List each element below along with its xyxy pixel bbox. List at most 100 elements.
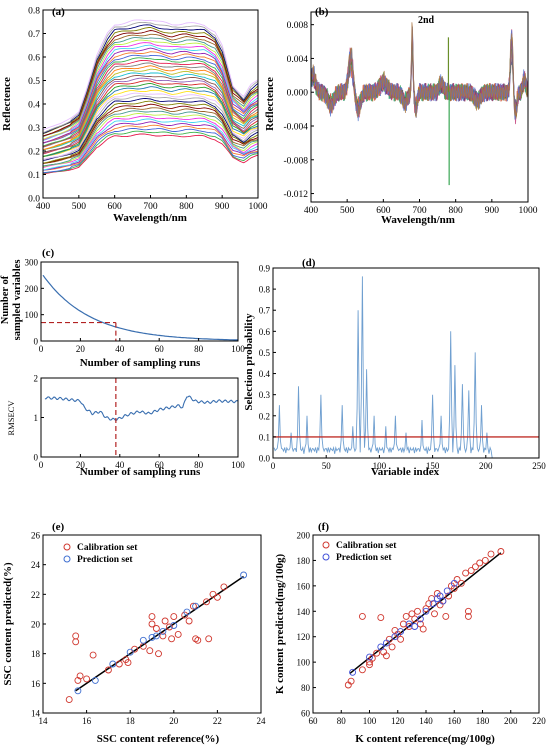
x-tick-label: 1000 <box>249 202 268 212</box>
panel-d-frame <box>272 267 540 459</box>
panel-c-bottom-ylabel: RMSECV <box>6 400 16 436</box>
y-tick-label: 14 <box>31 709 41 719</box>
spectrum-line <box>42 42 259 141</box>
prediction-set-point <box>436 592 444 600</box>
spectrum-line <box>42 57 259 147</box>
x-tick-label: 50 <box>322 461 332 471</box>
spectrum-line <box>42 130 259 174</box>
derivative-line <box>310 43 529 116</box>
calibration-set-point <box>220 583 228 591</box>
spectrum-line <box>42 133 259 175</box>
calibration-set-point <box>205 635 213 643</box>
spectrum-line <box>42 51 259 144</box>
calibration-set-point <box>174 630 182 638</box>
calibration-set-point <box>170 613 178 621</box>
y-tick-label: 180 <box>297 556 311 566</box>
panel-a: (a) 400 500 600 700 800 900 1000 0.0 0.1 0.2 0.3 0.… <box>1 6 268 224</box>
x-tick-label: 500 <box>340 206 355 216</box>
panel-f-legend: Calibration set Prediction set <box>322 541 397 563</box>
y-tick-label: 0.2 <box>259 411 270 421</box>
spectrum-line <box>42 89 259 158</box>
spectrum-line <box>42 19 259 131</box>
calibration-set-point <box>74 676 82 684</box>
calibration-set-point <box>497 548 505 555</box>
legend-e-prediction-marker <box>63 555 71 563</box>
spectrum-line <box>42 21 259 134</box>
spectrum-line <box>42 77 259 154</box>
prediction-set-point <box>159 627 167 635</box>
derivative-line <box>310 34 529 120</box>
panel-e-series <box>65 571 248 704</box>
calibration-set-point <box>402 612 410 620</box>
selection-probability-curve <box>273 276 497 459</box>
x-tick-label: 140 <box>419 716 433 726</box>
spectrum-line <box>42 100 259 164</box>
calibration-set-point <box>168 635 176 643</box>
calibration-set-point <box>72 638 80 646</box>
calibration-set-point <box>442 612 450 620</box>
x-tick-label: 200 <box>504 716 518 726</box>
y-tick-label: 1 <box>34 413 39 423</box>
spectrum-line <box>42 59 259 148</box>
prediction-set-point <box>126 648 134 656</box>
prediction-set-point <box>152 632 160 640</box>
panel-d-xlabel: Variable index <box>371 466 440 478</box>
y-tick-label: 0.4 <box>28 101 40 111</box>
y-tick-label: 160 <box>297 581 311 591</box>
panel-d-label: (d) <box>302 257 316 269</box>
y-tick-label: 16 <box>31 679 41 689</box>
x-tick-label: 100 <box>363 716 377 726</box>
calibration-set-point <box>431 610 438 618</box>
panel-e-label: (e) <box>52 521 65 533</box>
y-tick-label: 0.3 <box>28 124 40 134</box>
sampled-variables-curve <box>42 274 238 341</box>
y-tick-label: 0 <box>34 453 39 463</box>
calibration-set-point <box>416 620 424 628</box>
prediction-set-point <box>382 639 390 647</box>
x-tick-label: 1000 <box>519 206 538 216</box>
legend-f-prediction: Prediction set <box>336 553 392 563</box>
panel-e: (e) 14 16 18 20 22 24 14 16 18 20 22 24 26 Calibrati… <box>2 521 266 745</box>
panel-b-frame <box>310 11 529 203</box>
panel-b-series <box>310 22 529 186</box>
prediction-set-point <box>439 597 447 605</box>
x-tick-label: 400 <box>36 202 51 212</box>
calibration-set-point <box>115 660 123 668</box>
y-tick-label: 140 <box>297 607 311 617</box>
x-tick-label: 22 <box>213 716 222 726</box>
spectrum-line <box>42 68 259 151</box>
derivative-line <box>310 47 529 117</box>
derivative-line <box>310 36 529 117</box>
calibration-set-point <box>146 647 154 655</box>
y-tick-label: 2 <box>34 374 39 384</box>
spectrum-line <box>42 24 259 134</box>
x-tick-label: 100 <box>373 461 387 471</box>
y-tick-label: 0.8 <box>28 7 40 17</box>
x-tick-label: 120 <box>391 716 405 726</box>
panel-f-series <box>344 548 505 689</box>
y-tick-label: 26 <box>31 531 41 541</box>
x-tick-label: 800 <box>449 206 464 216</box>
calibration-set-point <box>467 567 475 575</box>
y-tick-label: 0.2 <box>28 148 40 158</box>
x-tick-label: 100 <box>231 460 245 470</box>
x-tick-label: 100 <box>231 344 245 354</box>
y-tick-label: 22 <box>31 590 40 600</box>
spectrum-line <box>42 26 259 135</box>
calibration-set-point <box>366 661 373 669</box>
y-tick-label: 24 <box>31 560 41 570</box>
y-tick-label: 120 <box>297 632 311 642</box>
panel-f: (f) 60 80 100 120 140 160 180 200 220 60 80 100 120 1… <box>274 521 546 745</box>
panel-c-bottom-xlabel: Number of sampling runs <box>80 466 201 478</box>
calibration-set-point <box>104 666 112 674</box>
derivative-line <box>310 40 529 115</box>
y-tick-label: -0.004 <box>283 123 308 133</box>
calibration-set-point <box>72 632 80 640</box>
x-tick-label: 160 <box>448 716 462 726</box>
prediction-set-point <box>170 622 178 629</box>
panel-b-xlabel: Wavelength/nm <box>381 214 455 226</box>
panel-a-series <box>42 19 259 175</box>
spectrum-line <box>42 121 259 171</box>
spectrum-line <box>42 30 259 137</box>
x-tick-label: 400 <box>304 206 319 216</box>
